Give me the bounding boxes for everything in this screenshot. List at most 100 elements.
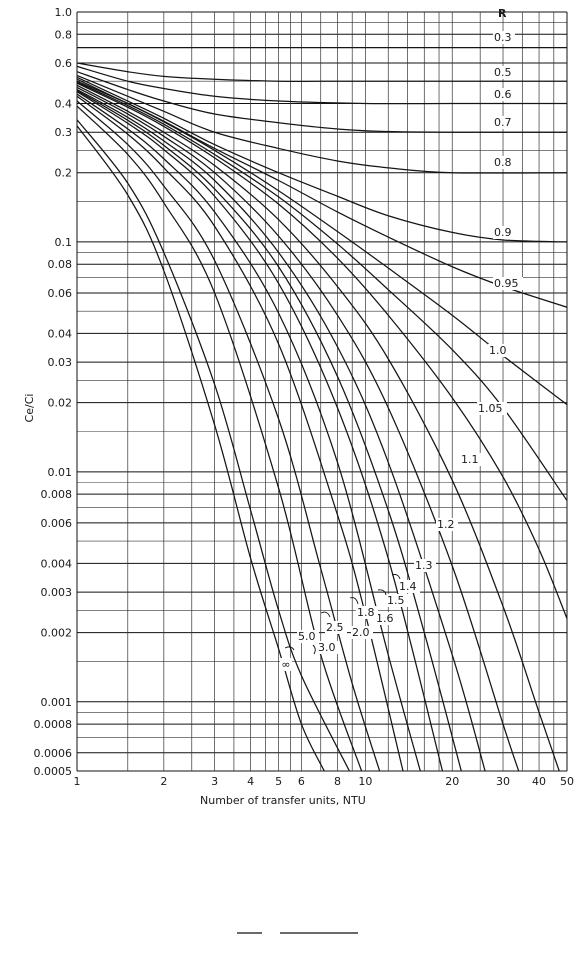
curve-label-19: 5.0 [298, 630, 316, 643]
curve-label-bg-1 [493, 66, 515, 79]
curve-label-bg-10 [436, 518, 458, 531]
curve-label-bg-3 [493, 116, 515, 129]
y-tick-label-4: 0.3 [55, 126, 73, 139]
curve-label-18: 3.0 [318, 641, 336, 654]
curve-label-bg-7 [488, 344, 510, 357]
curve-label-bg-11 [414, 559, 436, 572]
curve-r-1-2 [76, 84, 560, 772]
curve-label-bg-0 [493, 31, 515, 44]
curve-r-0-95 [76, 78, 568, 308]
label-leader-5 [284, 646, 295, 651]
curve-r-1-3 [76, 86, 520, 772]
curves [76, 46, 568, 772]
curve-label-bg-15 [356, 606, 378, 619]
curve-label-3: 0.7 [494, 116, 512, 129]
y-tick-label-18: 0.001 [41, 696, 73, 709]
curve-label-bg-2 [493, 88, 515, 101]
curve-r-3-0 [76, 105, 363, 772]
curve-label-20: ∞ [281, 658, 290, 671]
curve-label-bg-6 [493, 277, 523, 290]
curve-label-8: 1.05 [478, 402, 503, 415]
curve-label-0: 0.3 [494, 31, 512, 44]
curve-label-bg-16 [351, 626, 373, 639]
label-leader-1 [377, 589, 387, 596]
curve-label-bg-5 [493, 226, 515, 239]
curve-r-0-5 [76, 62, 567, 82]
y-tick-label-7: 0.08 [48, 258, 73, 271]
curve-label-9: 1.1 [461, 453, 479, 466]
curve-r-0-9 [76, 76, 568, 243]
legend-title: R [498, 7, 507, 20]
curve-labels: 0.3 0.5 0.6 0.7 0.8 0.9 0.95 1.0 1.05 1.1 1.2 1.3 1.… [280, 31, 523, 671]
curve-label-15: 1.8 [357, 606, 375, 619]
y-tick-label-19: 0.0008 [34, 718, 73, 731]
curve-r-1-4 [76, 88, 486, 772]
label-leader-3 [320, 611, 331, 618]
curve-label-4: 0.8 [494, 156, 512, 169]
y-tick-label-15: 0.004 [41, 557, 73, 570]
label-leader-0 [391, 574, 401, 580]
y-tick-label-8: 0.06 [48, 287, 73, 300]
curve-label-bg-9 [460, 453, 482, 466]
curve-label-2: 0.6 [494, 88, 512, 101]
curve-r-2-5 [76, 100, 381, 772]
curve-label-5: 0.9 [494, 226, 512, 239]
y-tick-label-11: 0.02 [48, 397, 73, 410]
curve-label-bg-12 [398, 580, 420, 593]
curve-r-1-5 [76, 90, 462, 772]
curve-label-bg-13 [386, 594, 408, 607]
y-tick-label-0: 1.0 [55, 6, 73, 19]
curve-label-bg-4 [493, 156, 515, 169]
curve-label-12: 1.4 [399, 580, 417, 593]
x-tick-label-8: 20 [445, 775, 459, 788]
curve-label-11: 1.3 [415, 559, 433, 572]
curve-r-5-0 [76, 119, 350, 772]
x-tick-label-11: 50 [560, 775, 574, 788]
y-tick-label-16: 0.003 [41, 586, 73, 599]
curve-r-1-6 [76, 91, 444, 772]
curve-label-1: 0.5 [494, 66, 512, 79]
curve-label-bg-14 [375, 612, 397, 625]
curve-label-16: 2.0 [352, 626, 370, 639]
curve-r-0-6 [76, 65, 567, 105]
y-tick-label-12: 0.01 [48, 466, 73, 479]
curve-r-2-0 [76, 95, 404, 772]
curve-r-0-8 [76, 74, 568, 174]
curve-r-1-8 [76, 93, 421, 772]
x-tick-label-3: 4 [247, 775, 254, 788]
curve-label-14: 1.6 [376, 612, 394, 625]
y-tick-label-10: 0.03 [48, 356, 73, 369]
x-tick-label-9: 30 [496, 775, 510, 788]
y-tick-label-5: 0.2 [55, 167, 73, 180]
y-tick-label-21: 0.0005 [34, 765, 73, 778]
curve-label-bg-20 [280, 658, 292, 671]
y-tick-label-13: 0.008 [41, 488, 73, 501]
curve-label-bg-17 [325, 621, 347, 634]
curve-label-13: 1.5 [387, 594, 405, 607]
x-tick-label-1: 2 [160, 775, 167, 788]
x-tick-label-2: 3 [211, 775, 218, 788]
y-tick-label-1: 0.8 [55, 28, 73, 41]
curve-r-1-0 [76, 80, 568, 406]
y-tick-label-2: 0.6 [55, 57, 73, 70]
curve-label-17: 2.5 [326, 621, 344, 634]
y-tick-label-20: 0.0006 [34, 747, 73, 760]
curve-label-10: 1.2 [437, 518, 455, 531]
curve-label-bg-8 [477, 402, 507, 415]
curve-r-1-1 [76, 82, 568, 619]
curve-label-bg-18 [317, 641, 339, 654]
y-axis-title: Ce/Ci [23, 394, 36, 423]
y-tick-label-9: 0.04 [48, 327, 73, 340]
x-tick-label-7: 10 [358, 775, 372, 788]
x-tick-label-4: 5 [275, 775, 282, 788]
x-tick-label-5: 6 [298, 775, 305, 788]
y-tick-label-6: 0.1 [55, 236, 73, 249]
tick-labels: 1.0 0.8 0.6 0.4 0.3 0.2 0.1 0.08 0.06 0.04 0.03 0.0… [34, 6, 575, 788]
curve-r-1-05 [76, 81, 568, 501]
x-axis-title: Number of transfer units, NTU [200, 794, 366, 807]
x-tick-label-0: 1 [74, 775, 81, 788]
curve-label-bg-19 [297, 630, 319, 643]
label-leader-4 [312, 644, 316, 655]
curve-label-6: 0.95 [494, 277, 519, 290]
